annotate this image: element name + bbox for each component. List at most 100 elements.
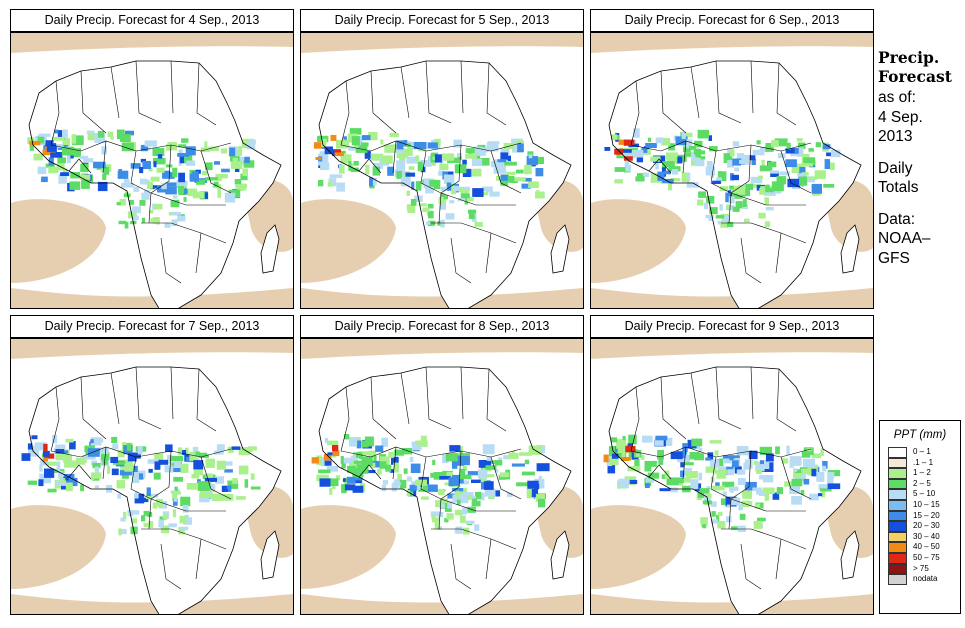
country-border xyxy=(460,60,464,114)
rain-cell xyxy=(655,435,668,441)
rain-cell xyxy=(481,192,489,196)
rain-cell xyxy=(478,460,492,468)
country-border xyxy=(196,368,217,432)
rain-cell xyxy=(167,142,178,151)
rain-cell xyxy=(215,476,224,484)
rain-cell xyxy=(743,189,750,197)
rain-cell xyxy=(162,172,175,179)
heavy-rain-cell xyxy=(332,450,340,456)
rain-cell xyxy=(770,171,779,177)
country-border xyxy=(730,450,752,500)
rain-cell xyxy=(107,131,114,138)
rain-cell xyxy=(456,499,461,505)
rain-cell xyxy=(812,453,822,459)
rain-cell xyxy=(176,179,186,188)
country-border xyxy=(648,464,672,480)
country-border xyxy=(340,80,350,146)
rain-cell xyxy=(399,479,407,489)
rain-cell xyxy=(336,139,349,149)
rain-cell xyxy=(677,454,690,463)
rain-cell xyxy=(419,203,427,207)
rain-cell xyxy=(152,217,160,224)
rain-cell xyxy=(377,468,382,475)
rain-cell xyxy=(164,465,174,473)
rain-cell xyxy=(797,173,805,178)
africa-coastline xyxy=(28,366,282,614)
rain-cell xyxy=(706,161,713,171)
rain-cell xyxy=(440,219,445,228)
rain-cell xyxy=(720,222,728,228)
rain-cell xyxy=(528,181,539,188)
rain-cell xyxy=(693,150,705,155)
rain-cell xyxy=(433,472,446,480)
totals-label-1: Daily xyxy=(878,159,913,177)
rain-cell xyxy=(415,440,428,447)
legend-label: 5 – 10 xyxy=(913,489,936,499)
country-border xyxy=(110,372,120,425)
rain-cell xyxy=(738,503,743,511)
rain-cell xyxy=(534,156,544,164)
rain-cell xyxy=(793,468,797,472)
rain-cell xyxy=(351,136,360,146)
rain-cell xyxy=(38,133,51,137)
rain-cell xyxy=(684,152,695,157)
rain-cell xyxy=(112,461,126,465)
rain-cell xyxy=(402,448,413,455)
rain-cell xyxy=(179,154,193,164)
rain-cell xyxy=(471,158,483,167)
country-border xyxy=(50,80,60,146)
rain-cell xyxy=(361,440,369,448)
rain-cell xyxy=(427,484,438,492)
rain-cell xyxy=(719,204,723,211)
rain-cell xyxy=(661,161,675,168)
rain-cell xyxy=(793,469,806,478)
rain-cell xyxy=(727,160,734,168)
rain-cell xyxy=(454,528,461,534)
rain-cell xyxy=(723,456,732,464)
rain-cell xyxy=(152,502,158,509)
rain-cell xyxy=(796,138,803,142)
rain-cell xyxy=(316,455,322,466)
country-border xyxy=(400,66,410,119)
rain-cell xyxy=(360,142,369,147)
rain-cell xyxy=(752,149,765,156)
legend-swatch xyxy=(888,468,907,479)
rain-cell xyxy=(367,470,376,474)
rain-cell xyxy=(119,470,133,476)
country-border xyxy=(150,192,226,206)
rain-cell xyxy=(152,493,159,498)
rain-cell xyxy=(752,487,762,492)
rain-cell xyxy=(710,519,719,524)
rain-cell xyxy=(59,478,66,483)
country-border xyxy=(440,498,516,512)
rain-cell xyxy=(132,474,140,483)
rain-cell xyxy=(148,521,154,528)
rain-cell xyxy=(121,474,129,479)
legend-label: .1 – 1 xyxy=(913,457,934,467)
rain-cell xyxy=(681,131,686,140)
rain-cell xyxy=(732,189,743,199)
rain-cell xyxy=(318,180,324,187)
rain-cell xyxy=(67,477,78,487)
rain-cell xyxy=(819,488,832,492)
rain-cell xyxy=(93,161,106,169)
rain-cell xyxy=(220,494,234,501)
rain-cell xyxy=(38,479,44,487)
legend-label: 40 – 50 xyxy=(913,542,940,552)
dry-ocean-west xyxy=(11,199,106,283)
rain-cell xyxy=(242,168,248,176)
rain-cell xyxy=(719,186,729,192)
rain-cell xyxy=(791,496,802,505)
rain-cell xyxy=(742,490,753,499)
legend-swatch xyxy=(888,510,907,522)
rain-cell xyxy=(83,455,96,460)
rain-cell xyxy=(716,177,722,183)
rain-cell xyxy=(635,453,640,457)
country-border xyxy=(450,543,472,590)
rain-cell xyxy=(373,455,377,464)
heavy-rain-cell xyxy=(315,157,322,160)
rain-cell xyxy=(483,481,494,490)
rain-cell xyxy=(756,140,761,145)
rain-cell xyxy=(500,152,509,160)
rain-cell xyxy=(507,176,515,183)
